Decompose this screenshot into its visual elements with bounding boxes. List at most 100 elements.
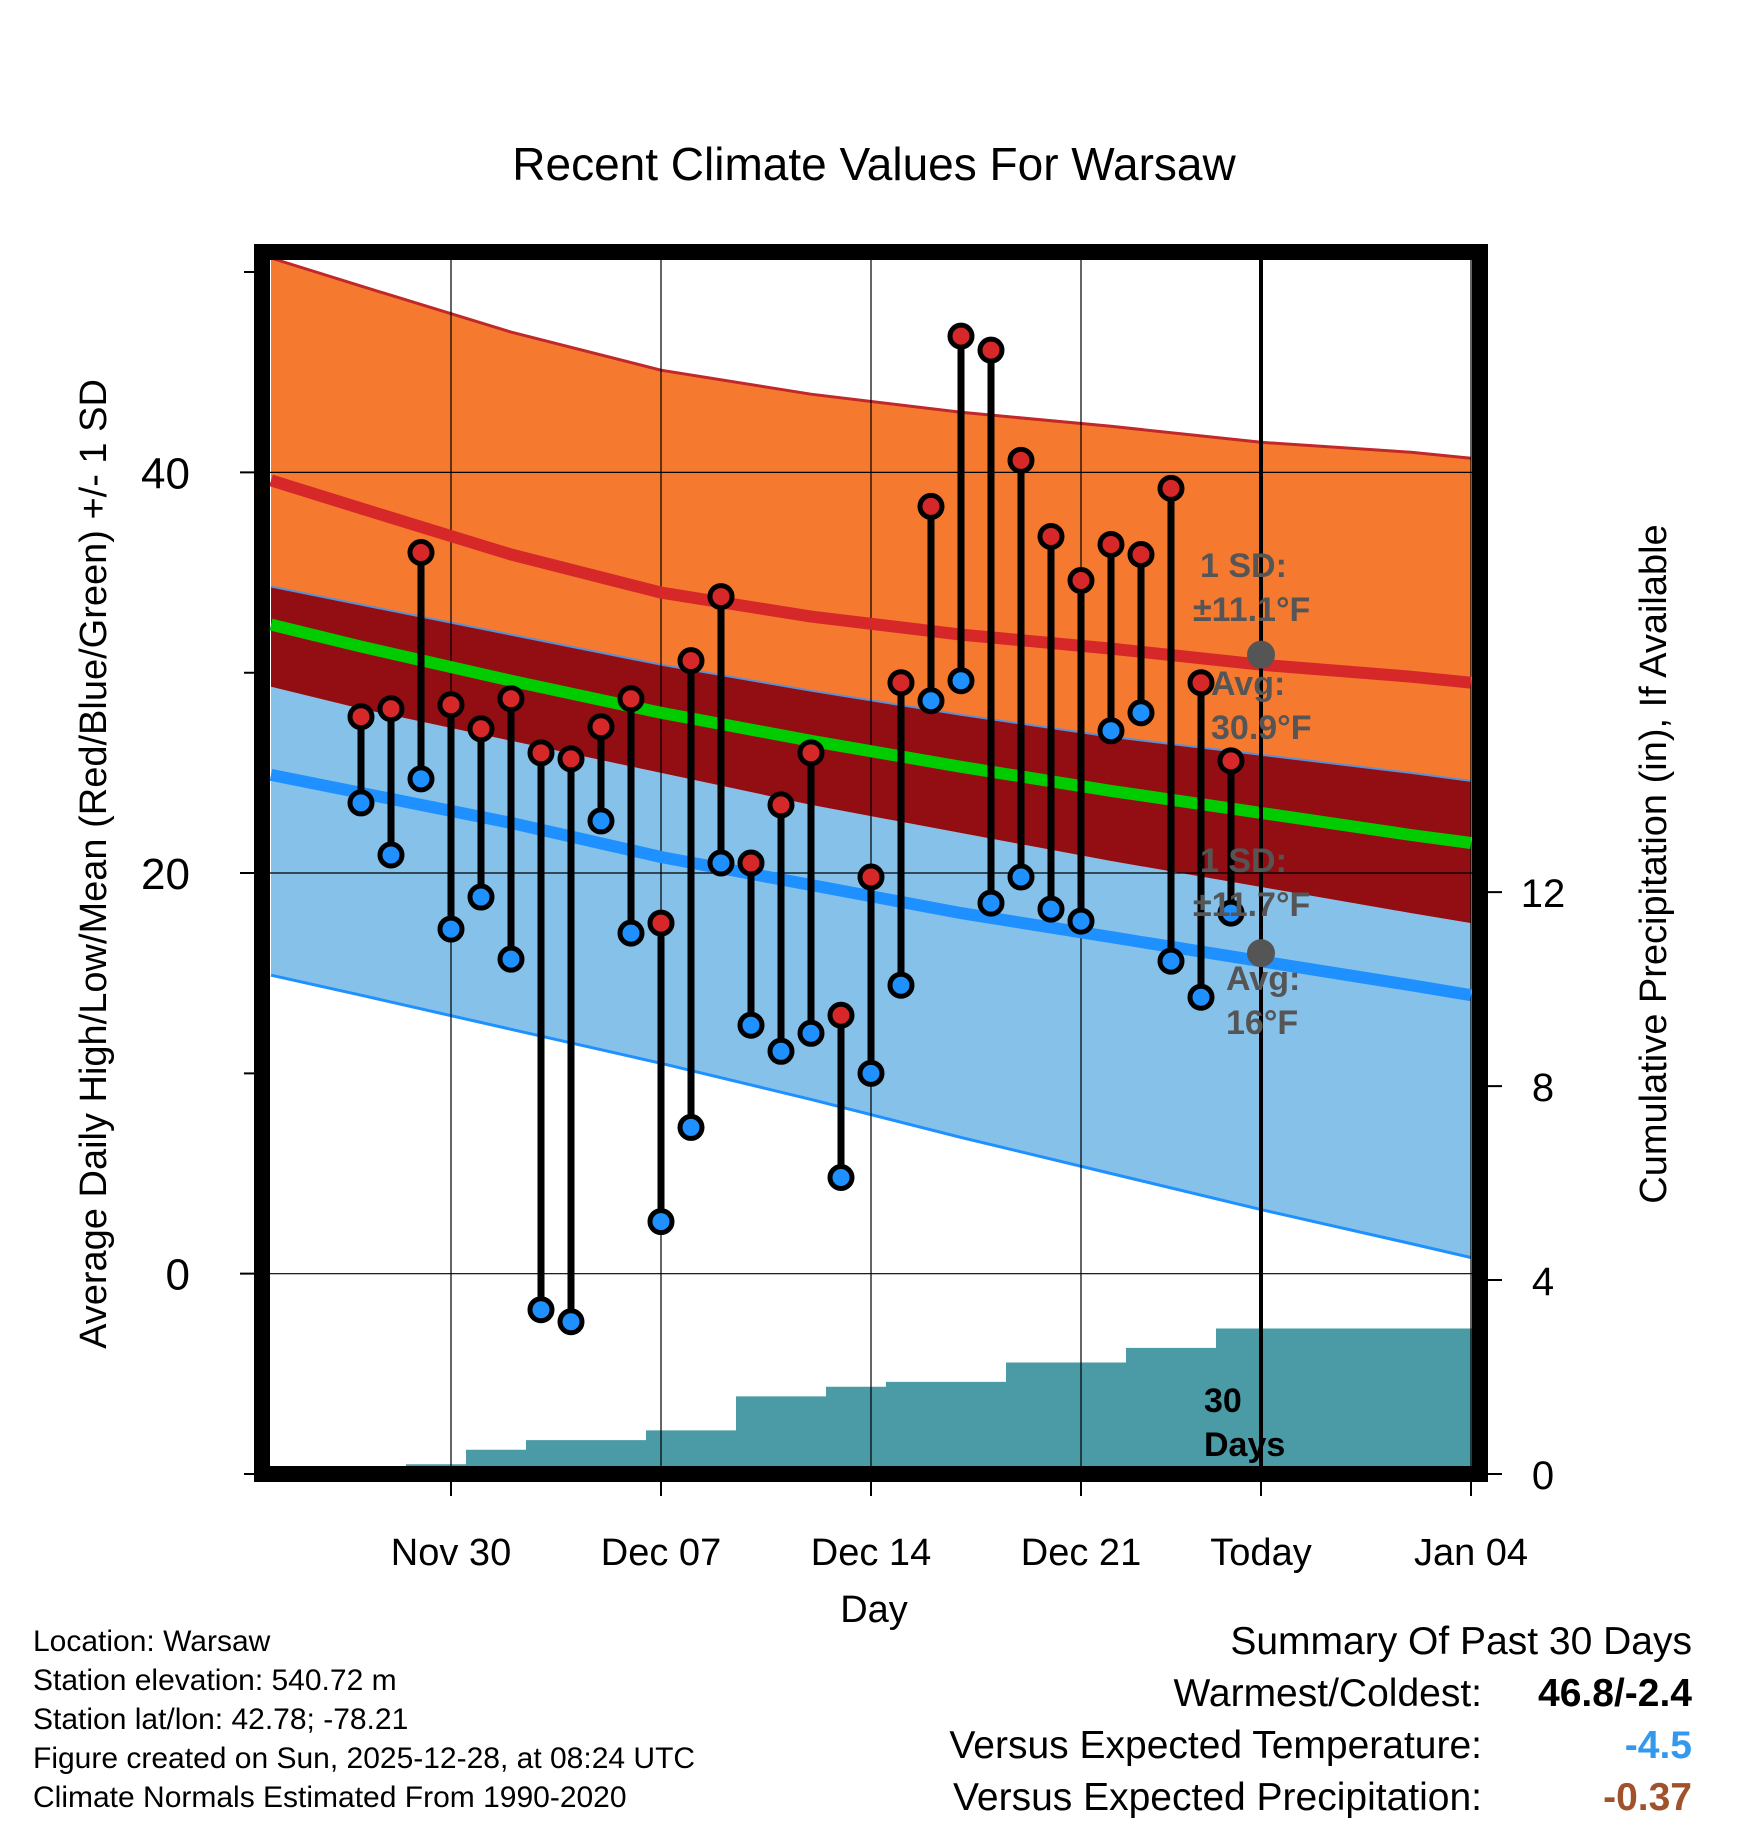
y-right-tick-label: 12 [1521, 872, 1566, 916]
high-sd-label-2: ±11.1°F [1193, 591, 1310, 629]
created-text: Figure created on Sun, 2025-12-28, at 08… [33, 1742, 696, 1775]
summary-precip-row: Versus Expected Precipitation: -0.37 [949, 1772, 1692, 1824]
daily-high-point [1067, 567, 1095, 595]
daily-high-point [767, 791, 795, 819]
daily-low-point [1007, 863, 1035, 891]
low-avg-label-1: Avg: [1226, 960, 1300, 998]
daily-high-point [977, 336, 1005, 364]
normal-mean-line [269, 618, 1472, 849]
normal-low-line [269, 769, 1472, 1002]
daily-high-point [1007, 446, 1035, 474]
daily-low-point [647, 1208, 675, 1236]
daily-low-point [497, 945, 525, 973]
x-tick-label: Nov 30 [391, 1532, 511, 1574]
daily-high-point [557, 745, 585, 773]
daily-low-point [527, 1296, 555, 1324]
daily-low-point [1187, 983, 1215, 1011]
daily-low-point [377, 841, 405, 869]
daily-high-point [917, 492, 945, 520]
daily-low-point [1157, 947, 1185, 975]
daily-low-point [1037, 895, 1065, 923]
warmest-value: 46.8/-2.4 [1538, 1672, 1692, 1715]
daily-high-point [437, 691, 465, 719]
low-avg-label-2: 16°F [1226, 1004, 1298, 1042]
cumulative-precip-area [346, 1328, 1480, 1474]
summary-temp-row: Versus Expected Temperature: -4.5 [949, 1720, 1692, 1772]
elevation-text: Station elevation: 540.72 m [33, 1664, 397, 1697]
axes: 0 20 40 0 4 8 12 Nov 30 Dec 07 Dec 14 Dec 21 Today J… [141, 244, 1566, 1574]
precip-label: Versus Expected Precipitation: [953, 1776, 1482, 1819]
daily-high-point [737, 849, 765, 877]
high-upper-edge [270, 256, 1472, 460]
daily-high-point [1217, 747, 1245, 775]
daily-low-point [917, 687, 945, 715]
summary-heading: Summary Of Past 30 Days [1230, 1620, 1692, 1663]
annotations: 1 SD: ±11.1°F Avg: 30.9°F 1 SD: ±11.7°F … [1193, 547, 1312, 1464]
daily-high-point [1187, 669, 1215, 697]
y-left-tick-label: 40 [141, 449, 190, 498]
daily-low-point [767, 1037, 795, 1065]
y-left-tick-label: 20 [141, 850, 190, 899]
daily-low-point [1067, 907, 1095, 935]
high-avg-label-2: 30.9°F [1211, 709, 1312, 747]
daily-high-point [467, 715, 495, 743]
summary-warmest-row: Warmest/Coldest: 46.8/-2.4 [949, 1668, 1692, 1720]
y-axis-left-label: Average Daily High/Low/Mean (Red/Blue/Gr… [73, 379, 115, 1349]
daily-high-point [857, 863, 885, 891]
daily-low-point [797, 1019, 825, 1047]
daily-low-point [587, 807, 615, 835]
daily-low-point [1127, 699, 1155, 727]
y-right-tick-label: 0 [1532, 1454, 1554, 1498]
precip-value: -0.37 [1603, 1776, 1692, 1819]
daily-low-point [617, 919, 645, 947]
daily-low-point [857, 1059, 885, 1087]
daily-high-point [407, 538, 435, 566]
daily-high-point [617, 685, 645, 713]
y-right-tick-label: 4 [1532, 1260, 1554, 1304]
daily-low-point [947, 667, 975, 695]
temp-label: Versus Expected Temperature: [949, 1724, 1482, 1767]
daily-high-point [1037, 522, 1065, 550]
daily-high-point [797, 739, 825, 767]
y-right-tick-label: 8 [1532, 1066, 1554, 1110]
daily-high-point [527, 739, 555, 767]
days-label-2: Days [1204, 1426, 1285, 1464]
high-lower-edge [270, 585, 1472, 782]
daily-low-point [737, 1011, 765, 1039]
y-axis-right-label: Cumulative Precipitation (in), If Availa… [1633, 524, 1675, 1203]
avg-low-marker [1247, 939, 1275, 968]
daily-high-point [887, 669, 915, 697]
daily-low-point [827, 1164, 855, 1192]
temp-value: -4.5 [1624, 1724, 1692, 1767]
x-tick-label: Jan 04 [1414, 1532, 1528, 1574]
high-sd-label-1: 1 SD: [1200, 547, 1287, 585]
daily-low-point [557, 1308, 585, 1336]
daily-high-point [347, 703, 375, 731]
daily-high-point [1097, 530, 1125, 558]
daily-low-point [677, 1113, 705, 1141]
normal-high-line [269, 474, 1472, 689]
high-avg-label-1: Avg: [1211, 665, 1285, 703]
summary-panel: Summary Of Past 30 Days Warmest/Coldest:… [949, 1616, 1692, 1824]
daily-low-point [347, 789, 375, 817]
low-sd-label-1: 1 SD: [1200, 842, 1287, 880]
chart-title: Recent Climate Values For Warsaw [512, 138, 1236, 190]
daily-low-point [887, 971, 915, 999]
daily-low-point [407, 765, 435, 793]
days-label-1: 30 [1204, 1382, 1242, 1420]
location-text: Location: Warsaw [33, 1625, 271, 1658]
x-tick-label: Dec 21 [1021, 1532, 1141, 1574]
daily-high-point [947, 322, 975, 350]
x-tick-label: Today [1210, 1532, 1311, 1574]
daily-high-point [677, 647, 705, 675]
x-axis-label: Day [840, 1589, 908, 1631]
x-tick-label: Dec 14 [811, 1532, 931, 1574]
daily-high-point [647, 909, 675, 937]
daily-high-point [827, 1001, 855, 1029]
plot-area [262, 252, 1480, 1474]
y-left-tick-label: 0 [166, 1251, 190, 1300]
daily-high-point [1157, 474, 1185, 502]
daily-high-point [587, 713, 615, 741]
low-sd-label-2: ±11.7°F [1193, 886, 1310, 924]
